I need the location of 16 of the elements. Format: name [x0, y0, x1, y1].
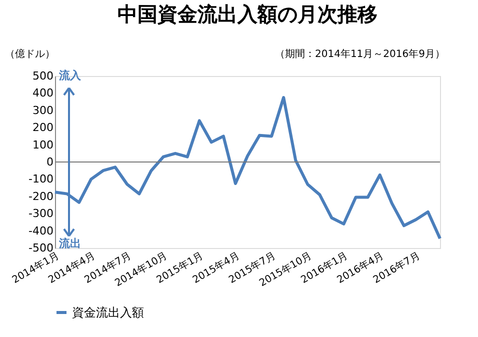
- chart-subtitle: （期間：2014年11月～2016年9月）: [275, 48, 445, 60]
- legend-label: 資金流出入額: [72, 306, 144, 320]
- y-axis-title: （億ドル）: [5, 48, 55, 60]
- y-tick-label: 300: [32, 104, 54, 117]
- y-tick-label: -300: [28, 207, 54, 220]
- y-tick-label: 100: [32, 138, 54, 152]
- y-tick-label: -400: [28, 224, 54, 238]
- y-tick-label: -100: [28, 172, 54, 186]
- y-tick-label: 200: [32, 121, 54, 134]
- annotation: 流入: [58, 69, 82, 82]
- y-tick-label: 0: [46, 156, 54, 168]
- chart-title: 中国資金流出入額の月次推移: [118, 2, 378, 26]
- y-tick-label: -200: [28, 190, 54, 203]
- y-tick-label: 400: [32, 86, 54, 100]
- annotation: 流出: [58, 237, 81, 250]
- y-tick-label: 500: [32, 70, 54, 82]
